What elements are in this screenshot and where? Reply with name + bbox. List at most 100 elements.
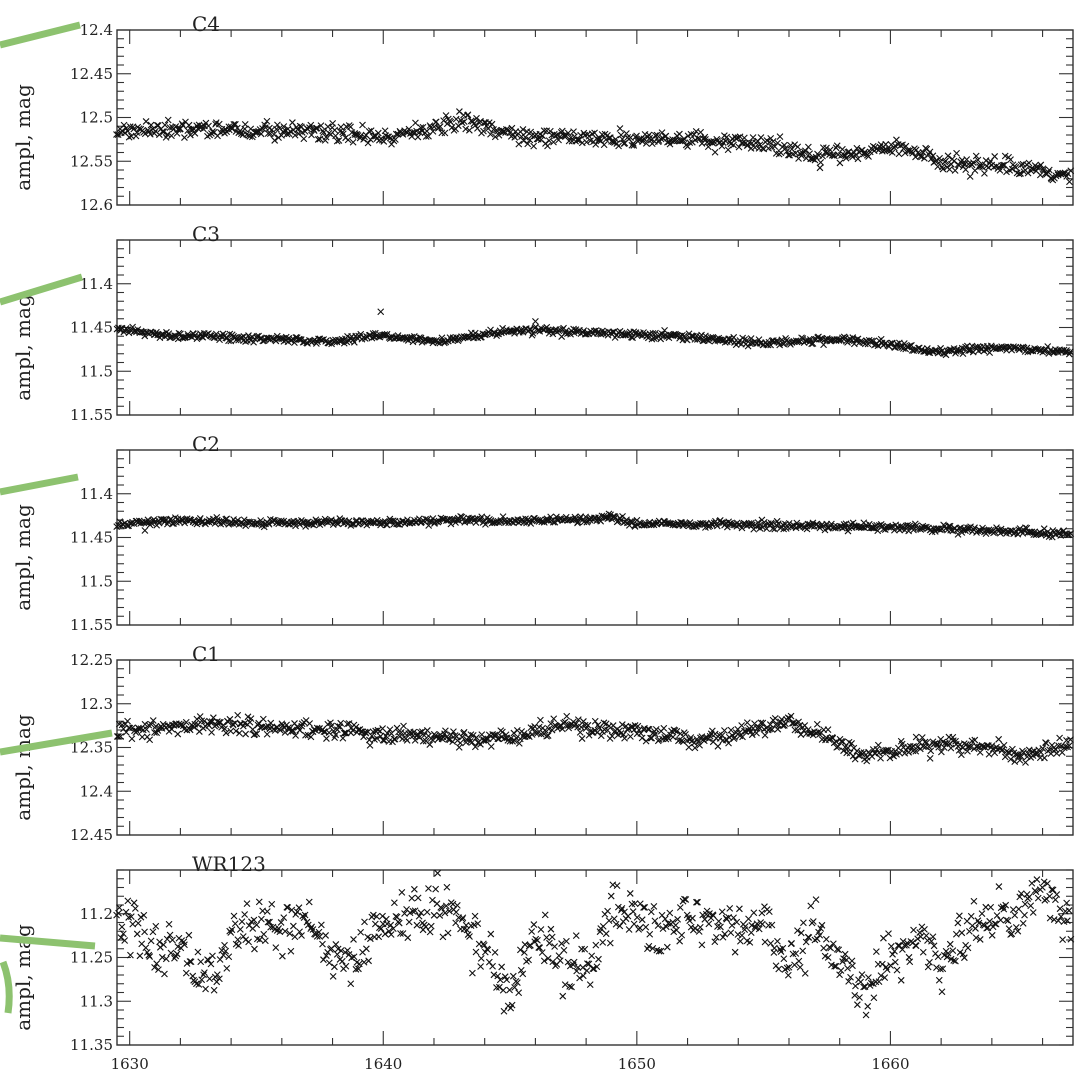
y-tick-label: 12.35	[70, 739, 113, 757]
data-point	[788, 940, 795, 947]
data-point	[570, 958, 578, 966]
data-point	[673, 926, 680, 934]
data-point	[651, 917, 659, 925]
data-point	[414, 133, 422, 141]
data-point	[642, 923, 650, 931]
accent-stroke	[0, 273, 84, 306]
data-point	[726, 904, 734, 912]
data-point	[220, 519, 227, 527]
data-point	[397, 930, 404, 937]
data-point	[578, 735, 586, 742]
data-point	[978, 910, 986, 918]
data-point	[541, 726, 549, 734]
data-point	[441, 909, 449, 917]
data-point	[474, 920, 482, 928]
data-point	[337, 123, 345, 131]
data-point	[916, 929, 924, 936]
data-point	[955, 161, 963, 169]
data-point	[1057, 532, 1065, 539]
data-point	[465, 734, 473, 742]
data-point	[633, 913, 641, 921]
data-point	[161, 970, 168, 978]
data-point	[795, 957, 803, 965]
data-point	[736, 133, 744, 141]
x-tick-label: 1630	[111, 1055, 149, 1073]
data-point	[860, 983, 867, 991]
data-point	[988, 343, 996, 351]
data-point	[929, 933, 937, 941]
data-point	[767, 939, 775, 947]
data-point	[285, 724, 292, 732]
data-point	[159, 128, 166, 135]
data-point	[134, 326, 142, 333]
data-point	[178, 937, 186, 945]
data-point	[1050, 916, 1058, 923]
data-point	[753, 920, 761, 928]
data-point	[455, 517, 463, 525]
data-point	[832, 144, 840, 152]
data-point	[1044, 880, 1051, 887]
y-axis-label: ampl, mag	[11, 504, 35, 611]
data-point	[638, 916, 646, 924]
data-point	[616, 125, 624, 132]
data-point	[301, 911, 309, 919]
data-point	[131, 905, 139, 912]
data-point	[261, 937, 269, 945]
data-point	[966, 928, 973, 935]
data-point	[732, 135, 740, 142]
data-point	[491, 133, 499, 141]
data-point	[118, 127, 126, 135]
data-point	[1046, 892, 1054, 900]
data-point	[362, 945, 370, 953]
data-point	[844, 964, 851, 972]
data-point	[849, 153, 856, 161]
y-tick-label: 12.3	[80, 695, 113, 713]
data-point	[853, 747, 861, 755]
data-point	[1025, 528, 1033, 536]
data-point	[161, 121, 169, 129]
data-point	[959, 350, 967, 358]
data-point	[769, 138, 777, 145]
data-point	[1042, 739, 1050, 747]
data-point	[532, 317, 539, 325]
data-point	[116, 904, 123, 912]
data-point	[914, 935, 922, 943]
data-point	[947, 526, 954, 534]
data-point	[390, 899, 398, 907]
data-point	[524, 140, 532, 148]
data-point	[996, 167, 1004, 174]
data-point	[816, 164, 824, 172]
data-point	[441, 129, 449, 137]
data-point	[939, 165, 947, 173]
data-point	[631, 900, 639, 907]
data-point	[878, 960, 886, 968]
data-point	[657, 947, 665, 955]
data-point	[796, 963, 804, 971]
data-point	[410, 728, 418, 736]
data-point	[279, 952, 286, 960]
data-point	[185, 931, 193, 939]
data-point	[413, 921, 421, 929]
plot-frame	[116, 239, 1074, 416]
data-point	[572, 720, 580, 728]
data-point	[543, 732, 551, 740]
data-point	[438, 905, 446, 912]
data-point	[296, 521, 304, 528]
data-point	[1014, 927, 1022, 935]
data-point	[339, 130, 347, 138]
data-point	[178, 721, 185, 729]
y-tick-label: 11.4	[80, 275, 113, 293]
data-point	[438, 735, 446, 743]
data-point	[583, 967, 591, 975]
data-point	[263, 908, 271, 915]
data-point	[365, 127, 373, 135]
data-point	[886, 340, 894, 348]
data-point	[1012, 343, 1020, 351]
data-point	[713, 522, 721, 530]
data-point	[806, 150, 814, 158]
data-point	[733, 918, 741, 926]
data-point	[469, 731, 477, 739]
data-point	[741, 923, 749, 930]
data-point	[208, 729, 215, 736]
